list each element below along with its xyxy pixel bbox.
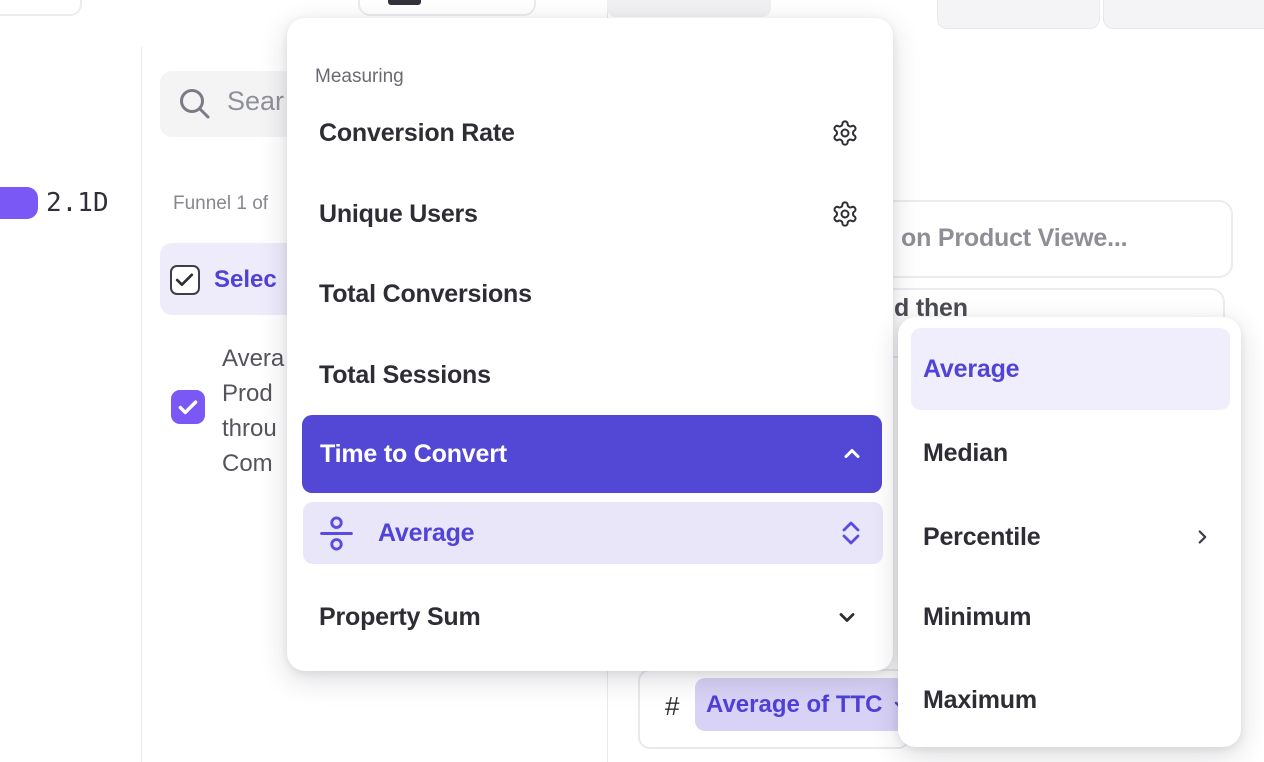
aggregation-item-minimum[interactable]: Minimum [923,595,1213,639]
aggregation-item-label: Median [923,438,1008,467]
menu-item-label: Total Conversions [319,279,532,308]
search-input[interactable]: Sear [160,71,310,137]
series-color-badge[interactable] [0,187,38,219]
checkmark-icon [172,267,198,292]
aggregation-item-percentile[interactable]: Percentile [923,515,1213,559]
aggregation-item-label: Maximum [923,685,1037,714]
checkmark-icon [171,394,205,420]
menu-item-conversion-rate[interactable]: Conversion Rate [319,111,859,155]
aggregation-item-average-selected[interactable]: Average [911,328,1230,410]
search-value: Sear [227,86,285,116]
series-checkbox-checked[interactable] [170,265,200,295]
menu-item-label: Time to Convert [320,439,507,468]
menu-item-label: Conversion Rate [319,118,515,147]
metric-type-prefix: # [665,691,680,721]
metric-chip-dropdown[interactable]: Average of TTC [695,678,908,731]
left-column-divider [141,47,142,762]
menu-subitem-label: Average [378,518,475,547]
metric-chip-label: Average of TTC [706,690,883,718]
event-card-label: on Product Viewe... [901,224,1128,252]
series-badge-label: 2.1D [46,188,109,218]
menu-item-unique-users[interactable]: Unique Users [319,192,859,236]
top-right-partial-tab-left[interactable] [937,0,1100,29]
menu-item-property-sum[interactable]: Property Sum [319,595,859,639]
aggregation-item-label: Minimum [923,602,1032,631]
top-partial-button[interactable] [358,0,536,16]
aggregation-item-median[interactable]: Median [923,431,1213,475]
aggregation-menu: Average Median Percentile Minimum Maximu… [898,317,1241,747]
top-partial-glyph-icon [388,0,421,5]
step-summary-text: Avera Prod throu Com [222,345,285,477]
top-partial-segment[interactable] [607,0,771,17]
funnel-header: Funnel 1 of [173,193,269,214]
search-icon [176,85,214,123]
aggregation-item-label: Average [923,354,1020,383]
menu-item-label: Property Sum [319,602,481,631]
top-left-partial-button[interactable] [0,0,82,16]
menu-item-time-to-convert-selected[interactable]: Time to Convert [302,415,882,493]
chevron-up-down-icon [840,518,862,548]
average-aggregation-icon [318,515,355,552]
measuring-menu-header: Measuring [315,66,404,87]
gear-icon[interactable] [831,119,859,147]
measuring-menu: Measuring Conversion Rate Unique Users T… [287,18,893,671]
aggregation-item-label: Percentile [923,522,1041,551]
chevron-down-icon [835,605,859,629]
menu-subitem-aggregation-select[interactable]: Average [303,502,883,564]
chevron-up-icon [840,442,864,466]
menu-item-total-conversions[interactable]: Total Conversions [319,272,859,316]
menu-item-total-sessions[interactable]: Total Sessions [319,353,859,397]
aggregation-item-maximum[interactable]: Maximum [923,678,1213,722]
step-checkbox-checked[interactable] [171,390,205,424]
menu-item-label: Unique Users [319,199,478,228]
top-right-partial-tab-right[interactable] [1103,0,1264,29]
selected-series-label: Selec [214,266,277,293]
menu-item-label: Total Sessions [319,360,491,389]
chevron-right-icon [1191,526,1213,548]
gear-icon[interactable] [831,200,859,228]
selected-series-row[interactable]: Selec [160,243,300,315]
